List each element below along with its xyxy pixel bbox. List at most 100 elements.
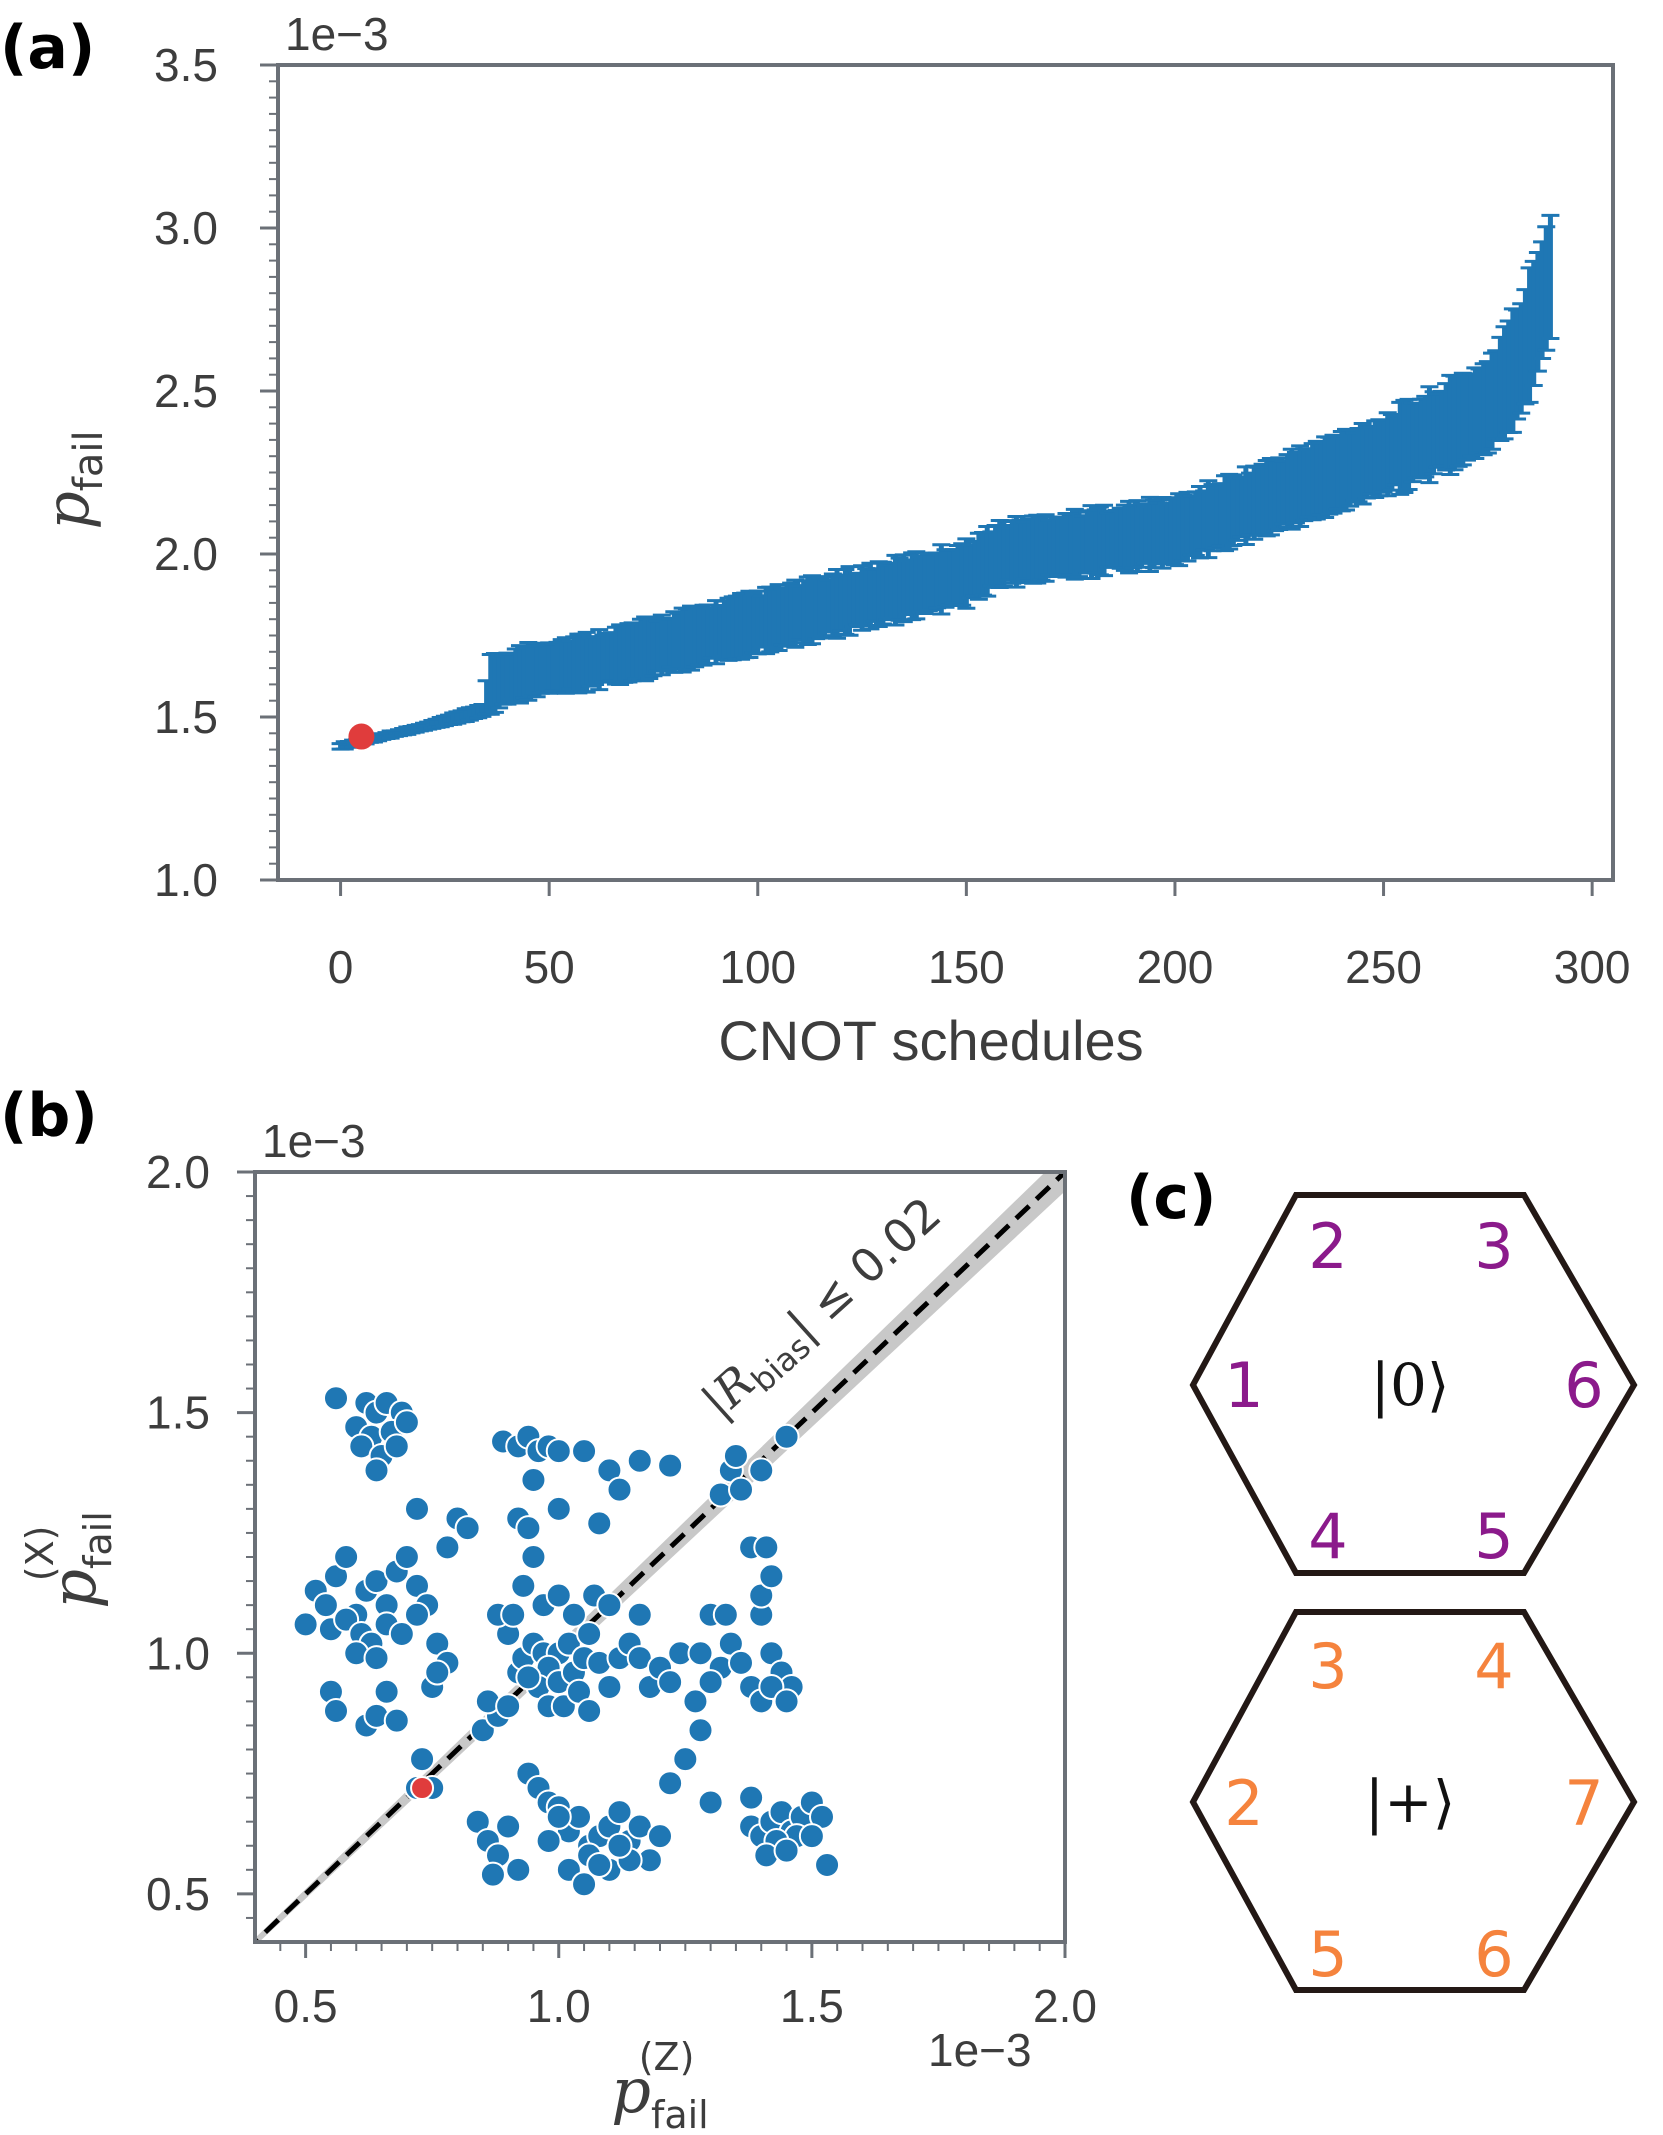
panel-b-ylabel-sub: fail — [76, 1511, 120, 1569]
scatter-point-182 — [773, 1423, 800, 1450]
panel-a-label: (a) — [0, 13, 95, 83]
panel-c-label: (c) — [1126, 1163, 1216, 1233]
scatter-point-135 — [535, 1827, 562, 1854]
panel-a-xtick-label-150: 150 — [928, 941, 1005, 993]
scatter-point-78 — [500, 1601, 527, 1628]
panel-a-ytick-label-2: 2.0 — [154, 528, 218, 580]
scatter-point-155 — [798, 1823, 825, 1850]
scatter-point-114 — [479, 1861, 506, 1888]
hexagon-plus-state: 3 4 2 7 5 6 |+⟩ — [1189, 1609, 1638, 1993]
panel-b-xtick-label-1: 1.0 — [527, 1980, 591, 2032]
panel-a-ticks: 0 50 100 150 200 250 300 1.0 1.5 2.0 2.5 3.0 3.5 — [154, 39, 1630, 993]
scatter-point-49 — [495, 1693, 522, 1720]
panel-a-y-scale: 1e−3 — [285, 8, 389, 60]
scatter-point-154 — [773, 1837, 800, 1864]
scatter-point-98 — [515, 1515, 542, 1542]
svg-text:pfail(X): pfail (X) — [18, 1511, 120, 1608]
panel-b-highlight-point — [410, 1776, 435, 1800]
scatter-point-45 — [424, 1659, 451, 1686]
panel-a-xtick-label-250: 250 — [1345, 941, 1422, 993]
panel-a-errorbars — [331, 213, 1560, 751]
scatter-point-175 — [697, 1669, 724, 1696]
panel-b-frame — [253, 1170, 1067, 1944]
panel-b-ytick-label-0.5: 0.5 — [146, 1868, 210, 1920]
hex1-label-bottom-right: 6 — [1474, 1918, 1513, 1991]
panel-a-xtick-label-300: 300 — [1554, 941, 1631, 993]
panel-a-y-axis-label: pfail — [33, 430, 112, 529]
scatter-point-15 — [312, 1592, 339, 1619]
scatter-point-142 — [738, 1784, 765, 1811]
panel-a-xtick-label-0: 0 — [328, 941, 354, 993]
scatter-point-180 — [748, 1457, 775, 1484]
scatter-point-75 — [576, 1698, 603, 1724]
scatter-point-137 — [545, 1803, 572, 1830]
scatter-point-95 — [626, 1447, 653, 1474]
scatter-point-92 — [545, 1438, 572, 1465]
scatter-point-128 — [647, 1823, 673, 1850]
panel-a-ylabel-sub: fail — [66, 430, 112, 491]
hex0-label-right: 6 — [1564, 1349, 1603, 1422]
hex0-label-top-right: 3 — [1474, 1210, 1513, 1283]
hexagon-zero-outline — [1189, 1192, 1638, 1576]
scatter-point-80 — [520, 1544, 547, 1570]
hex1-label-top-right: 4 — [1474, 1630, 1513, 1703]
panel-b-xtick-label-0.5: 0.5 — [274, 1980, 338, 2032]
panel-b-points — [292, 1385, 841, 1898]
panel-a-ytick-label-1.5: 1.5 — [154, 691, 218, 743]
scatter-point-124 — [606, 1799, 633, 1826]
panel-b-x-scale: 1e−3 — [928, 2024, 1032, 2076]
scatter-point-140 — [687, 1717, 714, 1744]
scatter-point-104 — [454, 1515, 481, 1542]
panel-b-xtick-label-2: 2.0 — [1033, 1980, 1097, 2032]
scatter-point-0 — [323, 1385, 349, 1412]
scatter-point-64 — [596, 1673, 623, 1700]
panel-b-reference-line — [255, 1172, 1065, 1942]
scatter-point-11 — [383, 1433, 410, 1460]
panel-a-chart: 0 50 100 150 200 250 300 1.0 1.5 2.0 2.5 3.0 3.5 1e−… — [33, 8, 1631, 1072]
scatter-point-23 — [393, 1544, 420, 1570]
scatter-point-101 — [606, 1476, 633, 1503]
panel-b-y-scale: 1e−3 — [262, 1115, 366, 1167]
scatter-point-62 — [576, 1621, 603, 1647]
scatter-point-58 — [515, 1664, 542, 1691]
scatter-point-169 — [773, 1688, 800, 1715]
scatter-point-39 — [323, 1698, 349, 1724]
scatter-point-176 — [682, 1688, 709, 1715]
panel-b-y-axis-label: pfail (X) — [18, 1511, 120, 1608]
hex0-label-top-left: 2 — [1308, 1210, 1347, 1283]
scatter-point-43 — [383, 1707, 410, 1734]
hex1-label-top-left: 3 — [1308, 1630, 1347, 1703]
panel-b-ylabel-p: p — [37, 1569, 110, 1609]
scatter-point-181 — [722, 1442, 749, 1469]
scatter-point-85 — [596, 1592, 623, 1619]
panel-a-ytick-label-3.5: 3.5 — [154, 39, 218, 91]
panel-a-xtick-label-50: 50 — [524, 941, 575, 993]
scatter-point-86 — [626, 1601, 653, 1628]
annotation-suffix: | ≤ 0.02 — [777, 1186, 952, 1351]
scatter-point-70 — [657, 1669, 684, 1696]
panel-b-xtick-label-1.5: 1.5 — [780, 1980, 844, 2032]
scatter-point-105 — [520, 1467, 547, 1493]
panel-b-ytick-label-1.5: 1.5 — [146, 1387, 210, 1439]
scatter-point-172 — [758, 1563, 785, 1590]
scatter-point-33 — [404, 1601, 430, 1628]
panel-c-hexagons: 2 3 1 6 4 5 |0⟩ 3 4 2 7 5 6 |+⟩ — [1189, 1192, 1638, 1993]
scatter-point-134 — [586, 1852, 613, 1878]
scatter-point-79 — [510, 1572, 537, 1599]
scatter-point-179 — [728, 1476, 754, 1503]
panel-a-x-axis-label: CNOT schedules — [718, 1009, 1143, 1072]
scatter-point-174 — [753, 1534, 780, 1561]
panel-b-ticks: 0.5 1.0 1.5 2.0 0.5 1.0 1.5 2.0 — [146, 1146, 1097, 2032]
scatter-point-112 — [495, 1813, 522, 1840]
hex0-label-bottom-left: 4 — [1308, 1500, 1347, 1573]
scatter-point-159 — [687, 1640, 714, 1667]
hex0-label-left: 1 — [1224, 1349, 1263, 1422]
hex1-state-ket: |+⟩ — [1365, 1768, 1456, 1836]
panel-b-xlabel-p: p — [611, 2054, 651, 2127]
scatter-point-17 — [333, 1544, 360, 1570]
svg-text:pfail: pfail — [33, 430, 112, 529]
scatter-point-13 — [404, 1495, 430, 1522]
hexagon-zero-state: 2 3 1 6 4 5 |0⟩ — [1189, 1192, 1638, 1576]
hex1-label-left: 2 — [1224, 1767, 1263, 1840]
